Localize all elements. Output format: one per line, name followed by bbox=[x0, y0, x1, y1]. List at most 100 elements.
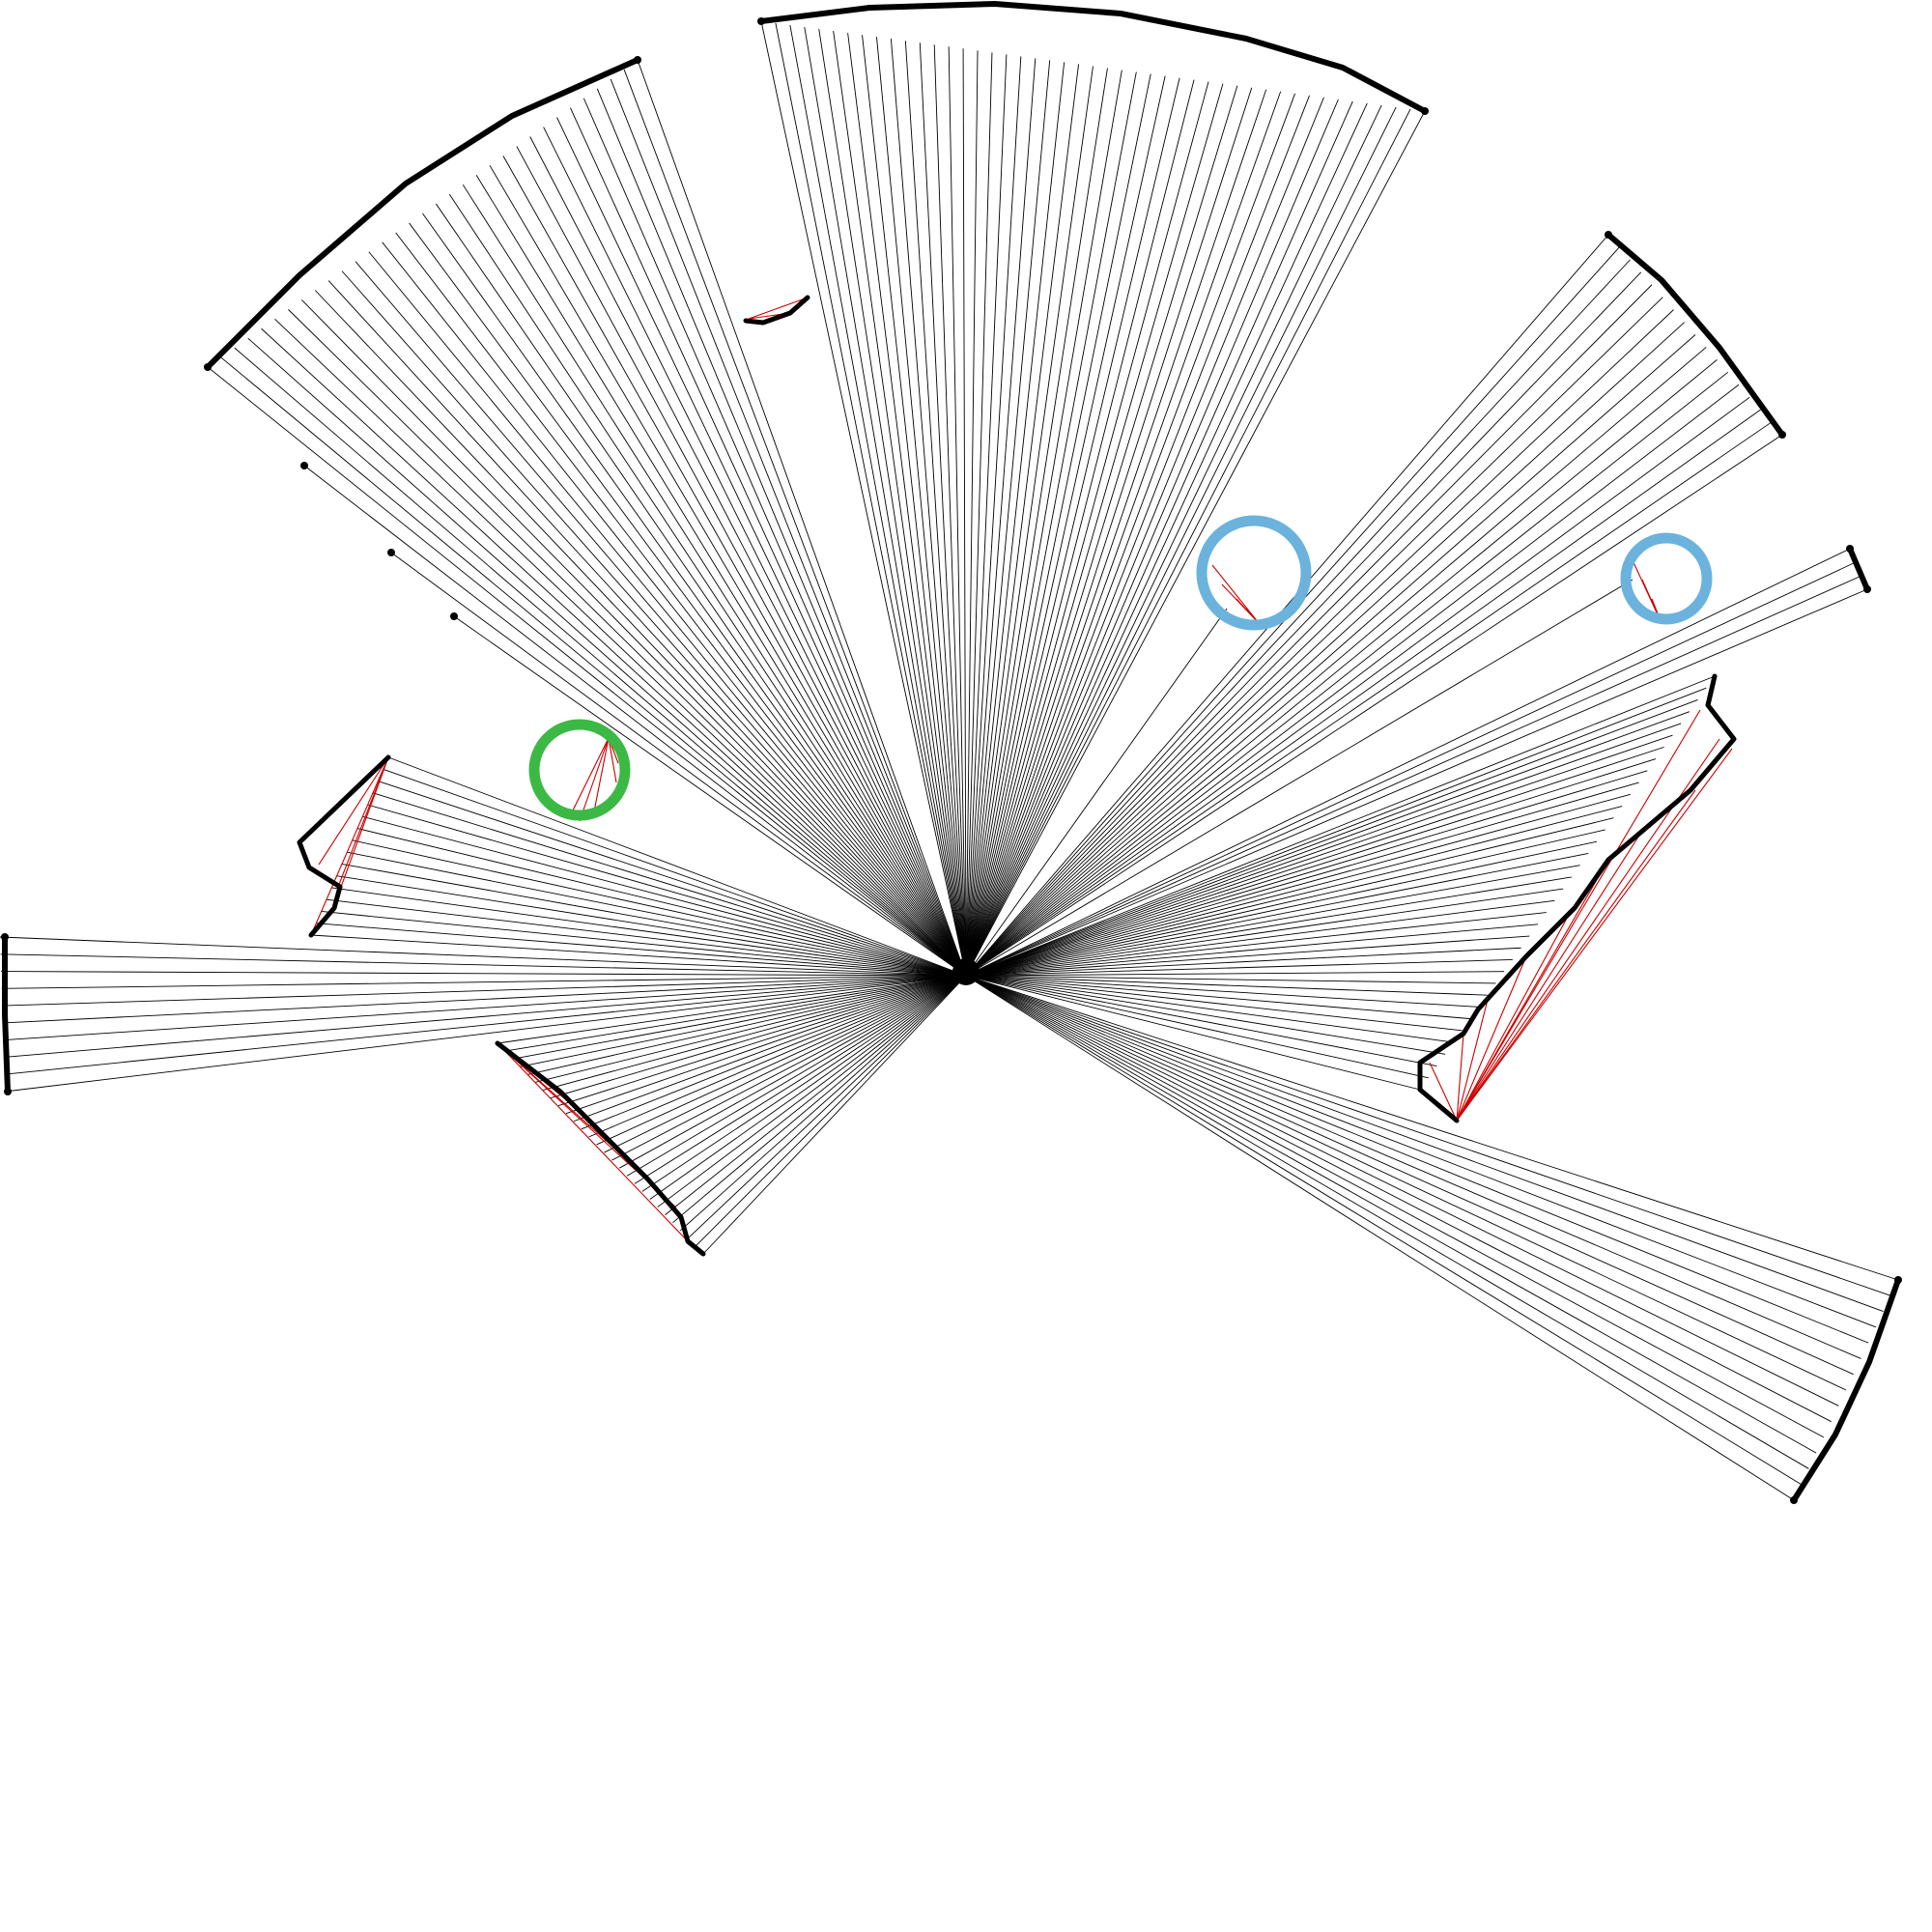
arc-wall-segment bbox=[205, 57, 640, 370]
top-arc-rays-ray bbox=[965, 97, 1324, 977]
upper-right-arc-rays-ray bbox=[965, 384, 1740, 977]
left-wall-rays-ray bbox=[2, 975, 967, 1024]
upper-left-arc-rays-ray bbox=[234, 347, 967, 977]
fit-line bbox=[332, 756, 389, 909]
upper-left-arc-rays-ray bbox=[516, 146, 967, 977]
right-notch-rays-ray bbox=[965, 588, 1868, 977]
top-arc-rays-ray bbox=[965, 81, 1209, 977]
circle-markers-layer bbox=[528, 515, 1713, 821]
top-arc-rays-ray bbox=[919, 43, 967, 977]
top-arc-rays-ray bbox=[965, 85, 1238, 977]
wall-endpoint bbox=[634, 56, 641, 64]
left-zigzag-rays-ray bbox=[310, 934, 967, 977]
upper-left-arc-rays-ray bbox=[502, 156, 967, 977]
right-diagonal-wall-rays-ray bbox=[965, 975, 1429, 1079]
sparse-ray bbox=[965, 608, 1228, 977]
lower-right-arc-rays-ray bbox=[965, 975, 1832, 1422]
top-arc-rays-ray bbox=[965, 66, 1094, 977]
upper-left-arc-rays-ray bbox=[543, 127, 967, 977]
lower-right-arc-rays-ray bbox=[965, 975, 1899, 1281]
right-diagonal-wall-rays-ray bbox=[965, 781, 1639, 977]
blue-circle-marker-right bbox=[1620, 532, 1713, 625]
lower-diagonal-wall-rays-ray bbox=[641, 975, 967, 1192]
right-diagonal-wall-rays-ray bbox=[965, 840, 1598, 977]
lower-diagonal-wall-rays-ray bbox=[535, 975, 967, 1083]
sparse-ray bbox=[453, 615, 967, 977]
upper-left-arc-rays-ray bbox=[448, 193, 967, 977]
top-arc-rays-ray bbox=[965, 106, 1397, 977]
top-arc-rays-ray bbox=[965, 104, 1382, 977]
top-arc-rays-ray bbox=[965, 54, 1008, 977]
lower-diagonal-wall-rays-ray bbox=[619, 975, 967, 1169]
right-diagonal-wall-rays-ray bbox=[965, 817, 1614, 977]
lower-diagonal-wall-rays-ray bbox=[649, 975, 967, 1200]
wall-endpoint bbox=[204, 363, 212, 371]
fit-line bbox=[1429, 1062, 1458, 1122]
right-diagonal-wall-rays-ray bbox=[965, 975, 1488, 996]
top-arc-rays-ray bbox=[933, 44, 967, 977]
top-arc-rays-ray bbox=[965, 99, 1339, 977]
upper-left-arc-rays-ray bbox=[395, 232, 967, 977]
wall-endpoint bbox=[1605, 231, 1612, 239]
left-zigzag-rays-ray bbox=[331, 887, 967, 977]
sparse-ray bbox=[965, 579, 1634, 977]
lower-diagonal-wall-rays-ray bbox=[695, 975, 967, 1247]
fit-line bbox=[1456, 789, 1696, 1122]
blue-circle-marker-left bbox=[1196, 515, 1312, 631]
lower-diagonal-wall-rays-ray bbox=[588, 975, 967, 1138]
top-arc-rays-ray bbox=[965, 108, 1411, 977]
wall-endpoint bbox=[1863, 585, 1871, 593]
top-arc-rays-ray bbox=[965, 64, 1080, 977]
top-arc-rays-ray bbox=[833, 31, 967, 977]
right-diagonal-wall-rays-ray bbox=[965, 734, 1673, 977]
top-arc-rays-ray bbox=[948, 46, 967, 977]
upper-left-arc-rays-ray bbox=[475, 175, 967, 977]
lower-diagonal-wall-rays-ray bbox=[680, 975, 967, 1232]
upper-left-arc-rays-ray bbox=[301, 299, 967, 977]
fit-line bbox=[310, 756, 389, 936]
arc-wall-segment bbox=[1791, 1277, 1901, 1503]
arc-wall-segment bbox=[758, 1, 1428, 114]
left-wall-rays-ray bbox=[1, 975, 967, 989]
top-arc-rays-ray bbox=[965, 89, 1267, 977]
right-diagonal-wall-rays-ray bbox=[965, 975, 1421, 1091]
upper-left-arc-rays-ray bbox=[556, 117, 967, 977]
wall-endpoint bbox=[1778, 431, 1786, 439]
upper-left-arc-rays-ray bbox=[341, 270, 967, 977]
left-zigzag-rays-ray bbox=[336, 875, 967, 977]
sensor-hub bbox=[952, 958, 980, 985]
lower-right-arc-rays-ray bbox=[965, 975, 1839, 1406]
sparse-ray bbox=[303, 465, 967, 977]
right-diagonal-wall-rays-ray bbox=[965, 852, 1589, 977]
lower-right-arc-rays-ray bbox=[965, 975, 1809, 1469]
right-diagonal-wall-rays-ray bbox=[965, 975, 1446, 1055]
arc-wall-segment bbox=[1605, 232, 1785, 438]
lower-right-arc-rays-ray bbox=[965, 975, 1802, 1486]
lower-diagonal-wall-rays-ray bbox=[497, 975, 967, 1044]
lower-right-arc-rays-ray bbox=[965, 975, 1869, 1344]
top-arc-rays-ray bbox=[789, 24, 967, 977]
lower-diagonal-wall-rays-ray bbox=[672, 975, 967, 1224]
sparse-ray bbox=[390, 552, 967, 977]
upper-right-arc-rays-ray bbox=[965, 371, 1729, 977]
scan-point bbox=[300, 462, 308, 469]
scan-point bbox=[450, 612, 458, 620]
upper-left-arc-rays-ray bbox=[314, 290, 967, 977]
fit-line bbox=[1456, 830, 1643, 1122]
lower-right-arc-rays-ray bbox=[965, 975, 1795, 1501]
lower-diagonal-wall-rays-ray bbox=[687, 975, 967, 1239]
wall-endpoint bbox=[1846, 545, 1854, 553]
left-zigzag-rays-ray bbox=[362, 815, 967, 977]
top-arc-rays-ray bbox=[862, 35, 967, 977]
right-diagonal-wall-rays-ray bbox=[965, 687, 1707, 977]
lower-diagonal-wall-rays-ray bbox=[557, 975, 967, 1107]
upper-right-arc-rays-ray bbox=[965, 434, 1783, 977]
left-zigzag-rays-ray bbox=[352, 839, 967, 977]
upper-left-arc-rays-ray bbox=[422, 213, 967, 977]
top-arc-rays-ray bbox=[965, 91, 1282, 977]
left-zigzag-rays-ray bbox=[367, 804, 967, 977]
polyline-wall-segment bbox=[297, 754, 391, 938]
lower-right-arc-rays-ray bbox=[965, 975, 1817, 1454]
right-diagonal-wall-rays-ray bbox=[965, 912, 1547, 977]
top-arc-rays-ray bbox=[962, 48, 967, 977]
